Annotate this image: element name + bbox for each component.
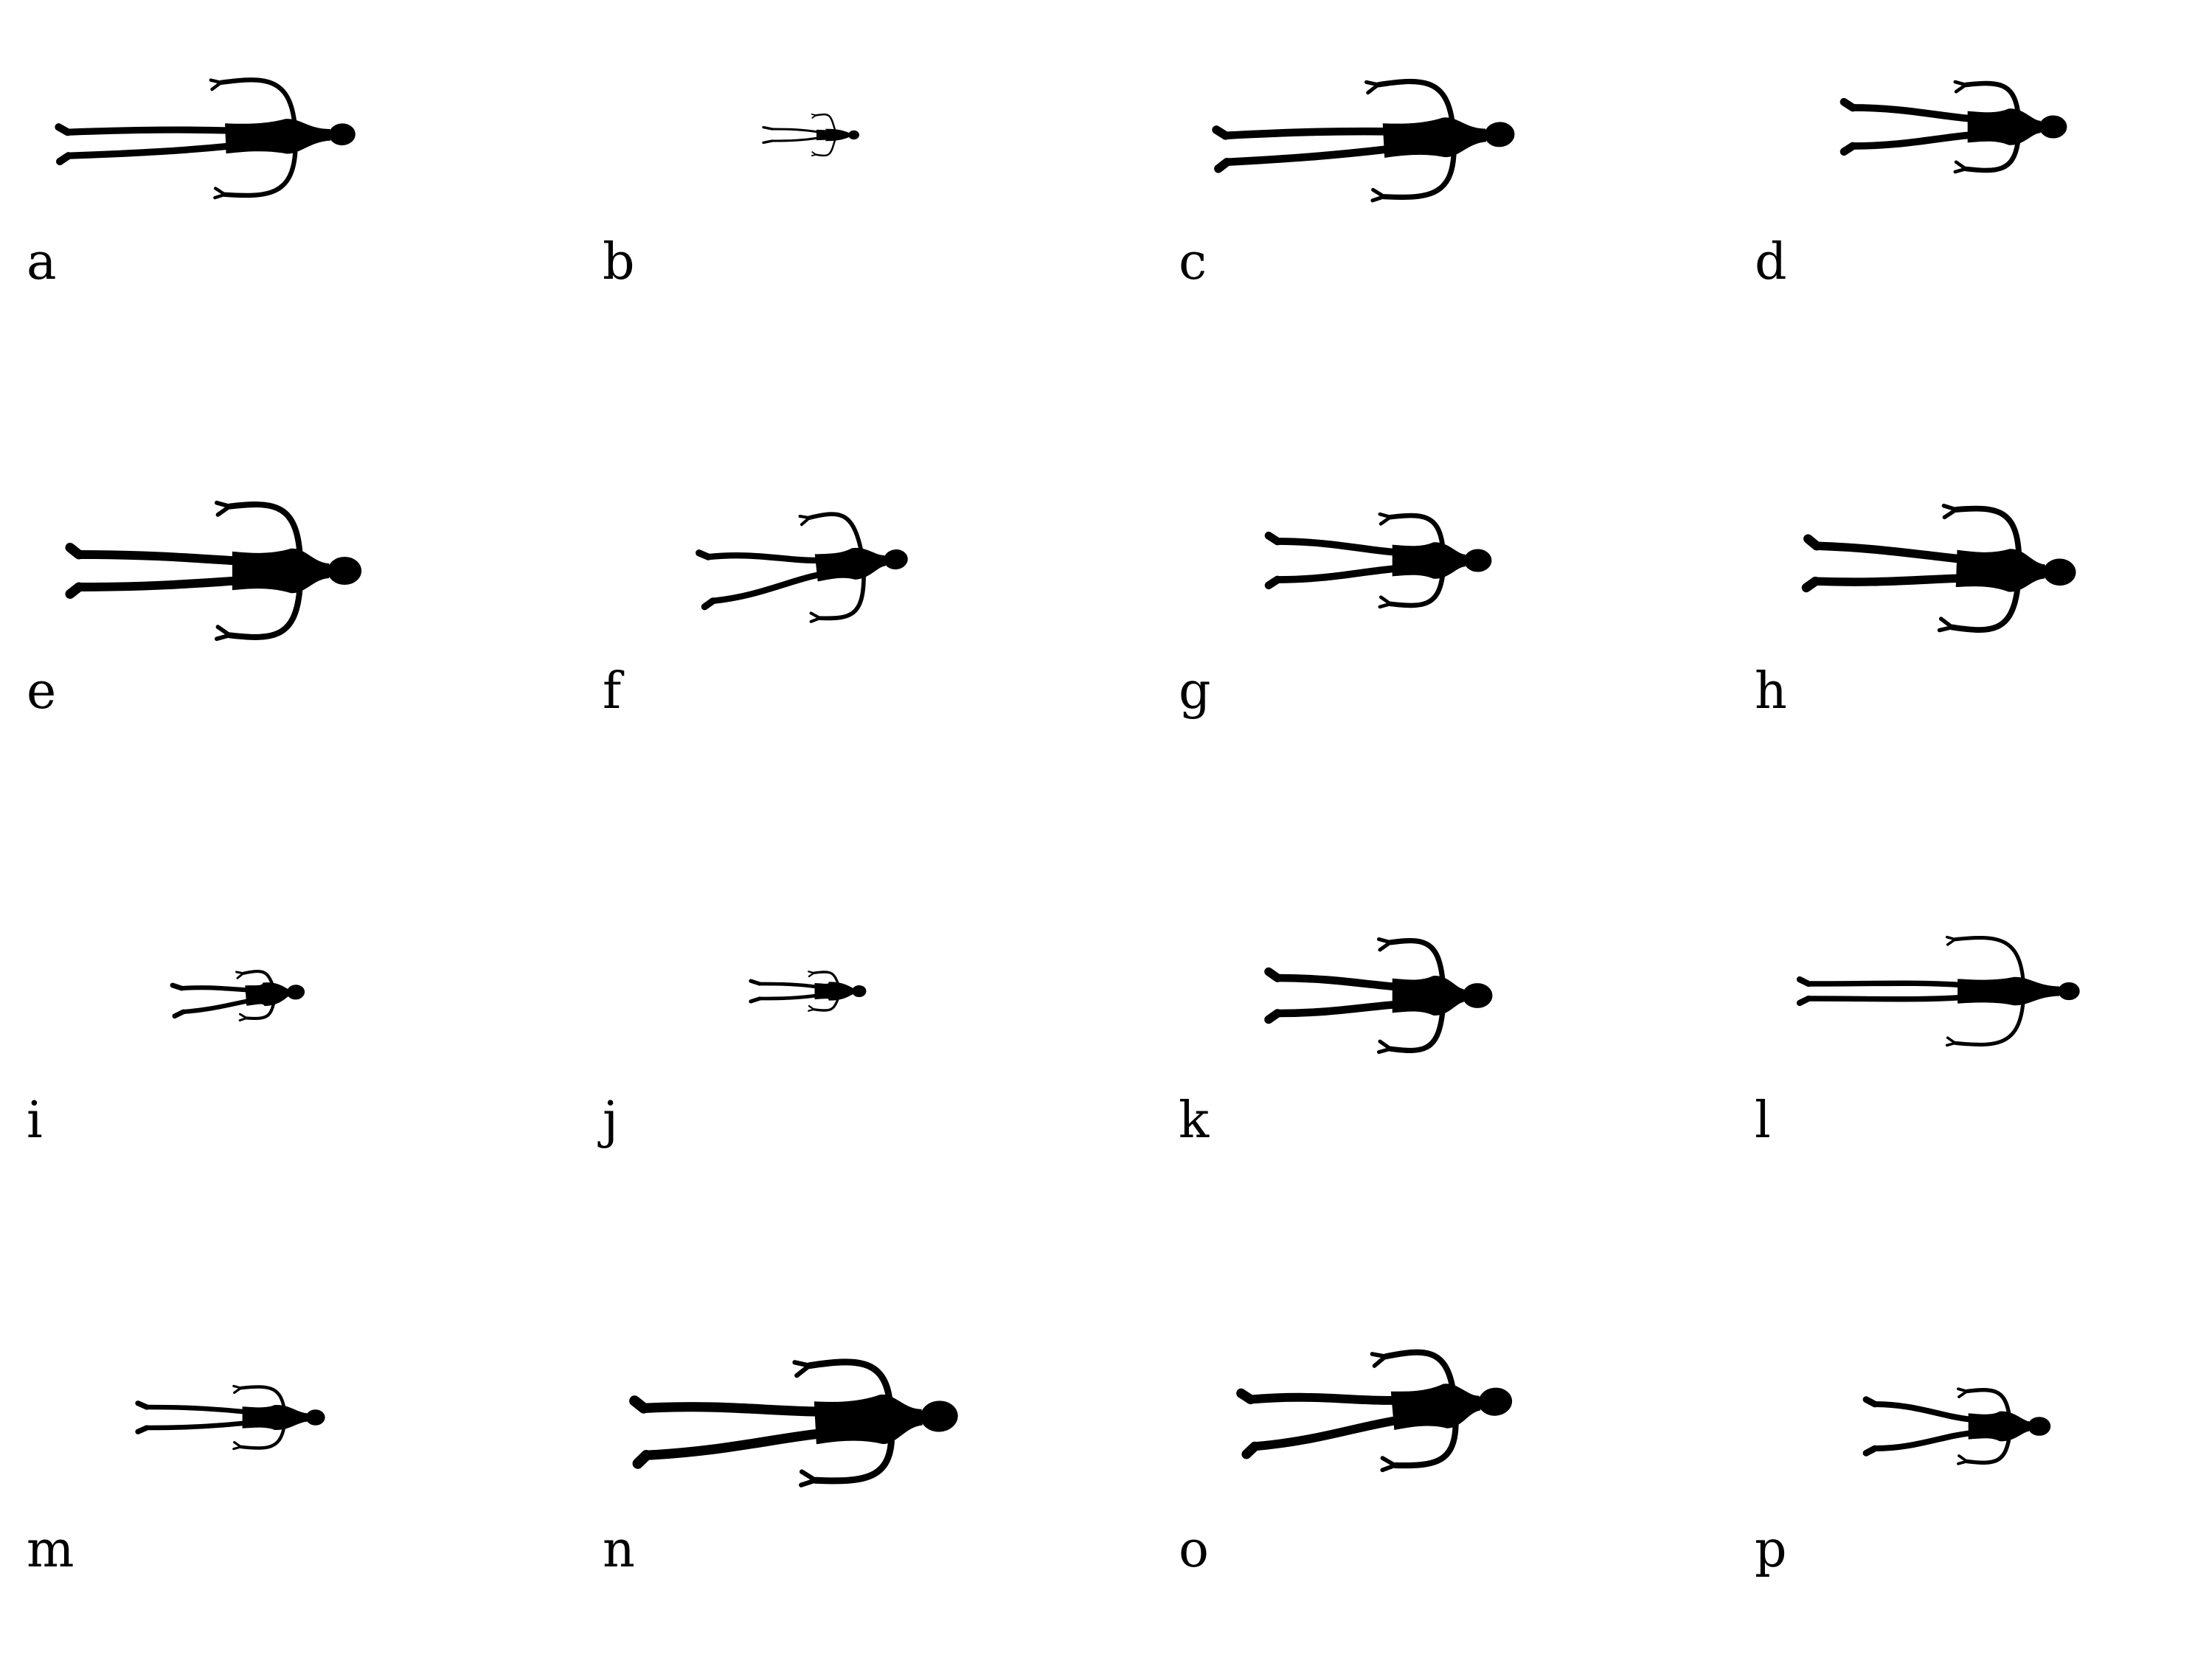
figure-panel-e: e	[0, 429, 549, 822]
human-silhouette-icon	[65, 500, 362, 642]
panel-label: c	[1179, 233, 1207, 291]
figure-panel-c: c	[1152, 0, 1701, 392]
figure-panel-b: b	[576, 0, 1125, 392]
figure-panel-i: i	[0, 858, 549, 1251]
figure-panel-f: f	[576, 429, 1125, 822]
human-silhouette-icon	[55, 77, 356, 200]
human-silhouette-icon	[1796, 935, 2080, 1047]
panel-label: a	[27, 233, 57, 291]
human-silhouette-icon	[1212, 78, 1515, 203]
panel-label: k	[1179, 1091, 1210, 1150]
human-silhouette-icon	[1264, 512, 1492, 609]
human-silhouette-icon	[1264, 937, 1493, 1055]
panel-label: b	[603, 233, 635, 291]
figure-panel-l: l	[1728, 858, 2195, 1251]
figure-panel-k: k	[1152, 858, 1701, 1251]
human-silhouette-icon	[1801, 503, 2076, 633]
human-silhouette-icon	[762, 113, 859, 157]
human-silhouette-icon	[170, 970, 305, 1022]
figure-panel-g: g	[1152, 429, 1701, 822]
panel-label: m	[27, 1521, 74, 1579]
human-silhouette-icon	[1236, 1349, 1513, 1473]
human-silhouette-icon	[696, 512, 908, 623]
panel-label: d	[1755, 233, 1787, 291]
figure-panel-d: d	[1728, 0, 2195, 392]
human-silhouette-icon	[1862, 1387, 2051, 1465]
figure-panel-n: n	[576, 1288, 1125, 1680]
figure-panel-j: j	[576, 858, 1125, 1251]
human-silhouette-icon	[629, 1358, 958, 1488]
figure-panel-o: o	[1152, 1288, 1701, 1680]
panel-label: j	[603, 1091, 619, 1150]
figure-panel-m: m	[0, 1288, 549, 1680]
panel-label: h	[1755, 662, 1787, 721]
figure-panel-a: a	[0, 0, 549, 392]
panel-label: o	[1179, 1521, 1209, 1579]
panel-label: f	[603, 662, 622, 721]
figure-panel-p: p	[1728, 1288, 2195, 1680]
panel-label: e	[27, 662, 57, 721]
human-silhouette-icon	[749, 971, 867, 1012]
panel-label: g	[1179, 662, 1211, 721]
panel-label: i	[27, 1091, 43, 1150]
human-silhouette-icon	[1839, 80, 2067, 174]
panel-label: l	[1755, 1091, 1771, 1150]
human-silhouette-icon	[135, 1384, 325, 1451]
panel-label: p	[1755, 1521, 1787, 1579]
panel-label: n	[603, 1521, 635, 1579]
figure-panel-h: h	[1728, 429, 2195, 822]
